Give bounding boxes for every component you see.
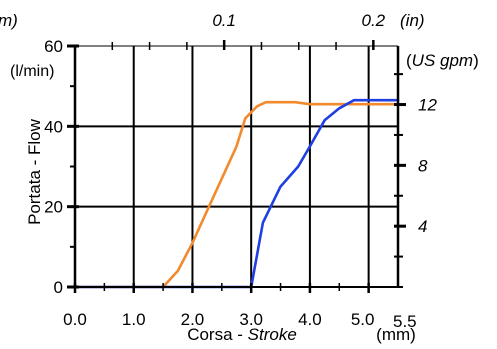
x-tick-label-2: 2.0 bbox=[181, 310, 205, 329]
grid bbox=[75, 46, 398, 287]
y-tick-label-0: 0 bbox=[54, 278, 63, 297]
y-axis-unit: (l/min) bbox=[10, 63, 54, 80]
x-axis-unit: (mm) bbox=[376, 325, 416, 344]
axis-labels: m) (in) (l/min) Portata - Flow (US gpm) … bbox=[0, 11, 479, 344]
y2-tick-label-2: 12 bbox=[418, 96, 437, 115]
series-line-1 bbox=[73, 98, 400, 289]
y-tick-label-1: 20 bbox=[44, 198, 63, 217]
x-tick-label-0: 0.0 bbox=[63, 310, 87, 329]
x-tick-label-1: 1.0 bbox=[122, 310, 146, 329]
top-axis-edge-label: m) bbox=[0, 11, 18, 30]
y-tick-label-2: 40 bbox=[44, 117, 63, 136]
top-tick-label-1: 0.2 bbox=[362, 11, 386, 30]
x-tick-label-6: 5.5 bbox=[393, 312, 417, 331]
y2-tick-label-1: 8 bbox=[418, 156, 428, 175]
top-axis-unit: (in) bbox=[400, 11, 425, 30]
y-tick-label-3: 60 bbox=[44, 37, 63, 56]
y2-tick-label-0: 4 bbox=[418, 217, 427, 236]
x-axis-label: Corsa - Stroke bbox=[187, 325, 297, 344]
series-layer bbox=[73, 98, 400, 289]
y-axis-label: Portata - Flow bbox=[25, 118, 44, 225]
top-tick-label-0: 0.1 bbox=[212, 11, 236, 30]
y2-axis-unit: (US gpm) bbox=[406, 51, 479, 70]
x-tick-label-5: 5.0 bbox=[351, 310, 375, 329]
series-line-0 bbox=[73, 100, 400, 289]
x-tick-label-4: 4.0 bbox=[298, 310, 322, 329]
x-tick-label-3: 3.0 bbox=[239, 310, 263, 329]
axes: 0 20 40 60 4 8 12 0.0 1.0 2.0 3.0 4.0 5.0 5.5 0.1 0.2 bbox=[44, 11, 437, 331]
